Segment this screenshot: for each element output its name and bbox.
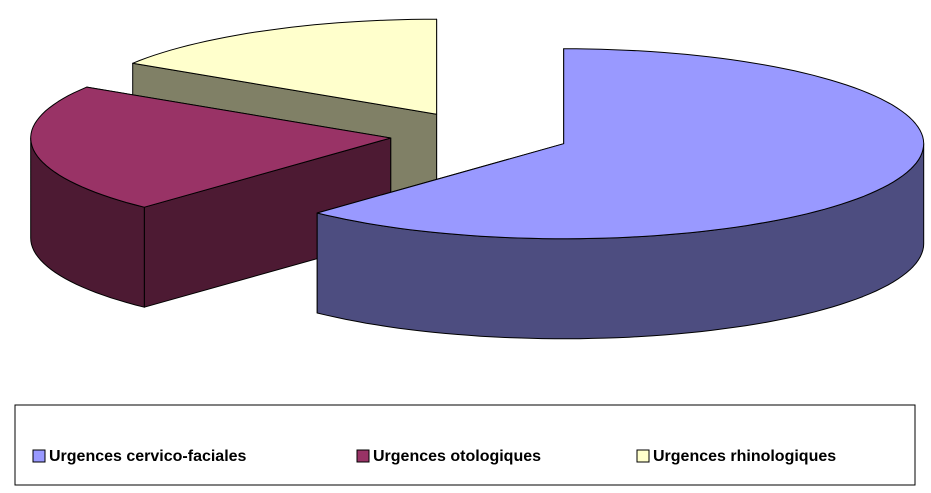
slice bbox=[316, 48, 925, 240]
legend-box bbox=[14, 404, 916, 486]
legend-label: Urgences otologiques bbox=[373, 448, 541, 465]
pie bbox=[30, 18, 925, 340]
legend-swatch bbox=[356, 449, 370, 463]
legend: Urgences cervico-faciales Urgences otolog… bbox=[32, 448, 836, 465]
legend-label: Urgences cervico-faciales bbox=[49, 448, 247, 465]
slice bbox=[132, 18, 438, 115]
legend-swatch bbox=[636, 449, 650, 463]
legend-label: Urgences rhinologiques bbox=[653, 448, 836, 465]
legend-swatch bbox=[32, 449, 46, 463]
slice bbox=[30, 86, 392, 208]
